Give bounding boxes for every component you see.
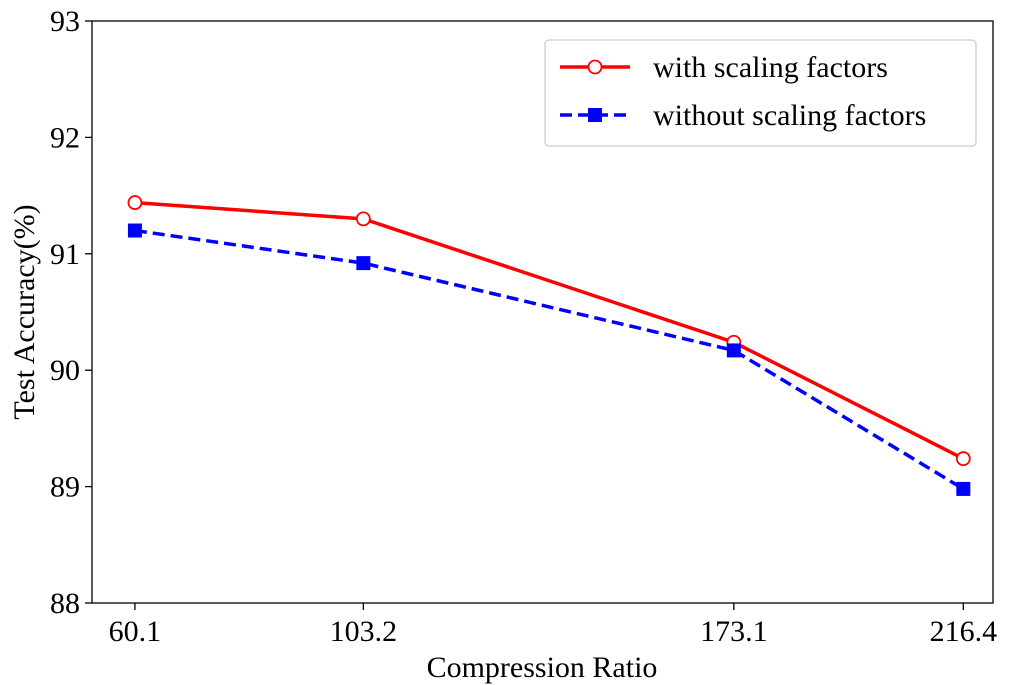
data-point <box>127 223 142 238</box>
data-point <box>127 195 143 210</box>
legend-label-without-scaling: without scaling factors <box>653 99 926 132</box>
y-tick-label: 88 <box>50 587 80 620</box>
legend-marker-with-scaling <box>587 59 603 75</box>
legend-label-with-scaling: with scaling factors <box>653 51 888 84</box>
legend-box <box>544 39 977 147</box>
y-tick-label: 91 <box>50 238 80 271</box>
legend: with scaling factors without scaling fac… <box>544 39 977 147</box>
x-axis-title: Compression Ratio <box>427 651 658 684</box>
y-tick-label: 93 <box>50 5 80 38</box>
y-tick-label: 92 <box>50 121 80 154</box>
data-point <box>356 256 371 271</box>
series-layer <box>127 195 971 496</box>
series-line-without-scaling-factors <box>134 228 965 491</box>
y-axis-title: Test Accuracy(%) <box>8 204 41 419</box>
data-point <box>726 343 741 358</box>
data-point <box>956 481 971 496</box>
x-tick-label: 103.2 <box>330 615 398 648</box>
legend-marker-without-scaling <box>588 108 602 122</box>
x-tick-label: 216.4 <box>930 615 998 648</box>
y-axis: 88 89 90 91 92 93 <box>50 5 92 620</box>
x-tick-label: 60.1 <box>109 615 162 648</box>
data-point <box>355 211 371 227</box>
data-point <box>955 451 971 467</box>
x-tick-label: 173.1 <box>700 615 768 648</box>
series-line-with-scaling-factors <box>134 200 965 461</box>
y-tick-label: 90 <box>50 354 80 387</box>
x-axis: 60.1 103.2 173.1 216.4 <box>109 603 997 648</box>
y-tick-label: 89 <box>50 471 80 504</box>
